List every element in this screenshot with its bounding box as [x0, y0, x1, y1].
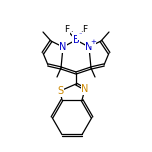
Text: F: F	[64, 26, 70, 35]
Text: N: N	[81, 84, 89, 94]
Text: .: .	[80, 24, 82, 33]
Text: S: S	[57, 86, 63, 96]
Text: N: N	[59, 42, 67, 52]
Text: .: .	[70, 24, 72, 33]
Text: N: N	[85, 42, 93, 52]
Text: +: +	[90, 39, 96, 45]
Text: ⁻: ⁻	[78, 31, 82, 40]
Text: B: B	[73, 35, 79, 45]
Text: F: F	[82, 26, 88, 35]
